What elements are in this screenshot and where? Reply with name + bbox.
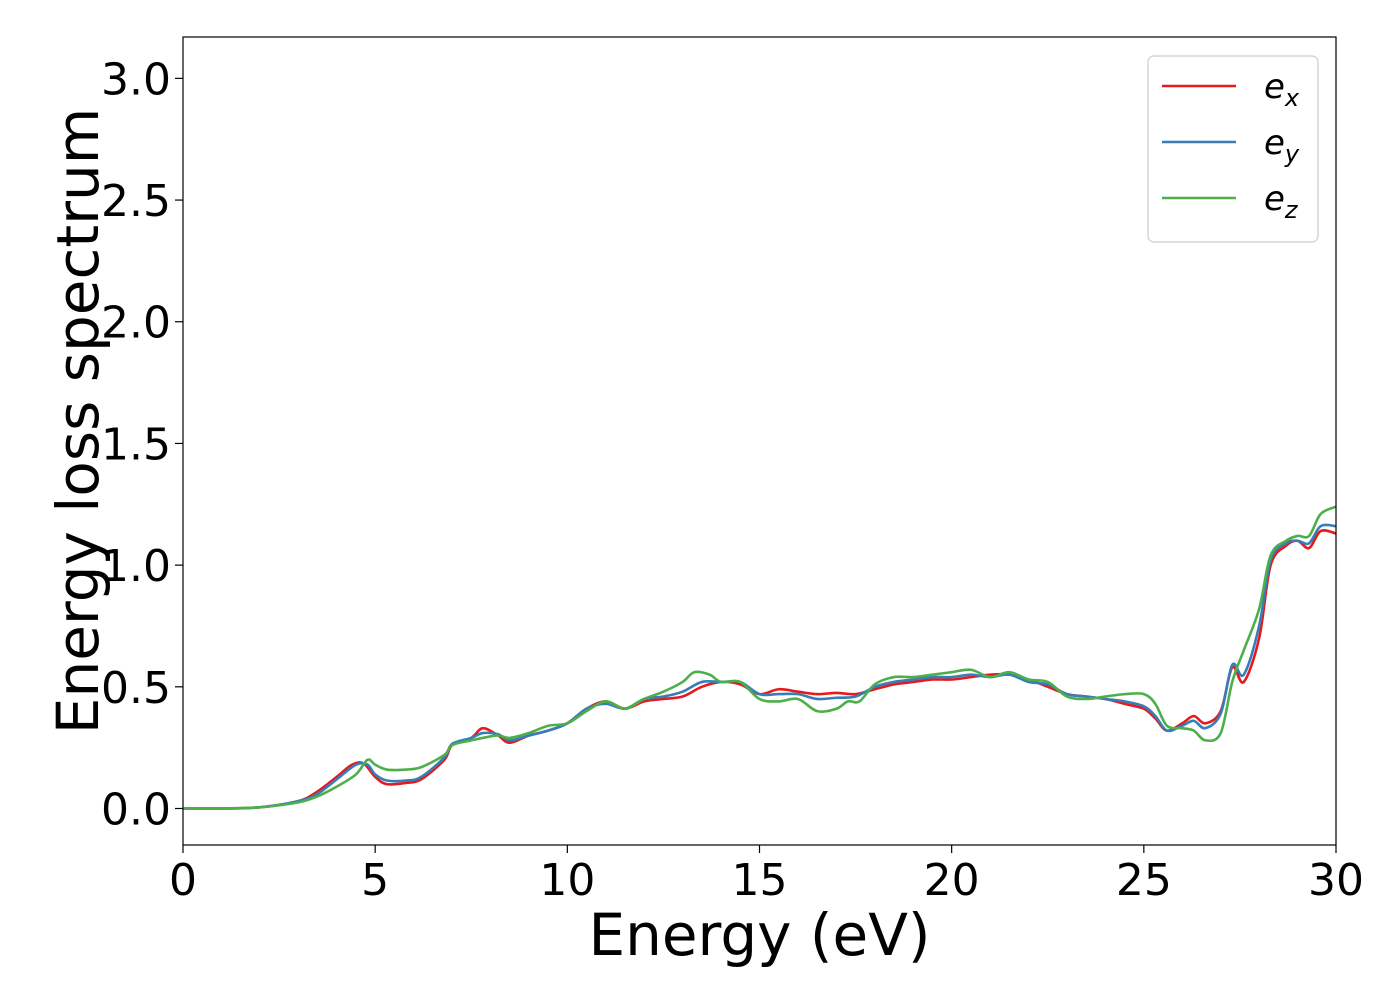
y-tick-label: 1.5	[101, 419, 171, 470]
y-axis: 0.0 0.5 1.0 1.5 2.0 2.5 3.0	[101, 54, 183, 835]
x-tick-label: 10	[539, 855, 595, 906]
legend-box	[1147, 55, 1319, 243]
y-tick-label: 1.0	[101, 541, 171, 592]
x-tick-label: 20	[924, 855, 980, 906]
x-tick-label: 0	[169, 855, 197, 906]
y-tick-label: 0.5	[101, 663, 171, 714]
x-tick-label: 25	[1116, 855, 1172, 906]
x-tick-label: 30	[1308, 855, 1364, 906]
x-tick-label: 15	[732, 855, 788, 906]
series-lines	[183, 505, 1336, 810]
series-line-ez	[183, 505, 1336, 810]
legend-entry-ey: ey	[1264, 123, 1300, 168]
y-tick-label: 2.5	[101, 176, 171, 227]
series-line-ex	[183, 529, 1336, 810]
y-tick-label: 0.0	[101, 784, 171, 835]
legend-entry-ex: ex	[1264, 67, 1300, 112]
x-tick-label: 5	[361, 855, 389, 906]
x-axis: 0 5 10 15 20 25 30	[169, 845, 1364, 906]
legend: ex ey ez	[1147, 55, 1319, 243]
x-axis-label: Energy (eV)	[588, 901, 930, 969]
y-tick-label: 2.0	[101, 298, 171, 349]
legend-entry-ez: ez	[1264, 179, 1299, 224]
y-tick-label: 3.0	[101, 54, 171, 105]
series-line-ey	[183, 523, 1336, 810]
y-axis-label: Energy loss spectrum	[44, 108, 112, 734]
